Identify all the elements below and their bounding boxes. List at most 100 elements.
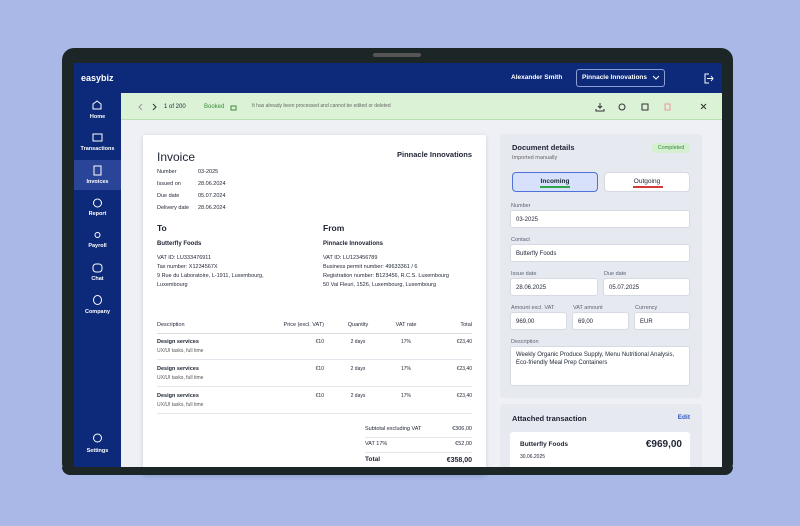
company-icon (93, 295, 102, 305)
sidebar (74, 93, 121, 467)
delete-icon[interactable] (664, 103, 671, 111)
tab-underline (633, 186, 663, 188)
field-input[interactable] (510, 244, 690, 262)
company-name: Pinnacle Innovations (582, 74, 648, 81)
party-line: Tax number: X1234567X (157, 264, 218, 270)
status: Booked (204, 104, 225, 110)
rule (365, 452, 472, 453)
total-label: Subtotal excluding VAT (365, 426, 422, 432)
payroll-icon (94, 232, 101, 238)
banner (121, 93, 722, 120)
report-icon (93, 198, 102, 208)
nav-item[interactable]: Report (88, 211, 107, 217)
invoice-company: Pinnacle Innovations (396, 150, 472, 159)
meta-label: Delivery date (157, 205, 190, 211)
party-heading: From (323, 223, 345, 233)
col-head: Quantity (347, 322, 369, 328)
rule (365, 437, 472, 438)
col-head: Description (157, 322, 185, 328)
party-line: VAT ID: LU333476911 (157, 255, 212, 261)
field-value: 05.07.2025 (609, 285, 640, 291)
rule (157, 413, 472, 414)
meta-value: 28.06.2024 (198, 181, 226, 187)
company-select[interactable] (576, 69, 665, 87)
row-title: Design services (157, 393, 199, 399)
total-value: €52,00 (455, 441, 472, 447)
field-label: Description (511, 339, 539, 345)
camera-bar (373, 53, 421, 57)
close-icon[interactable] (700, 103, 707, 110)
download-icon[interactable] (595, 103, 605, 112)
rule (157, 359, 472, 360)
tx-icon (92, 133, 103, 142)
row-sub: UX/UI tasks, full time (157, 402, 204, 408)
total-label: Total (365, 456, 381, 463)
row-total: €23,40 (456, 339, 472, 345)
inv-icon (93, 165, 102, 176)
row-total: €23,40 (456, 366, 472, 372)
user-name: Alexander Smith (511, 74, 563, 81)
nav-item[interactable]: Invoices (86, 179, 109, 185)
nav-item[interactable]: Home (89, 114, 106, 120)
next[interactable] (152, 103, 157, 111)
edit-link[interactable]: Edit (677, 414, 690, 421)
field-value: 03-2025 (516, 217, 539, 223)
field-label: Due date (604, 271, 627, 277)
party-line: VAT ID: LU123456789 (323, 255, 378, 261)
field-value: Butterfly Foods (516, 251, 557, 257)
logout-icon[interactable] (704, 73, 714, 84)
field-input[interactable] (603, 278, 690, 296)
meta-value: 03-2025 (198, 169, 219, 175)
row-vat: 17% (400, 393, 411, 399)
field-input[interactable] (510, 312, 567, 330)
total-label: VAT 17% (365, 441, 388, 447)
col-head: Total (460, 322, 472, 328)
nav-item[interactable]: Settings (86, 448, 109, 454)
total-value: €358,00 (446, 457, 472, 464)
counter: 1 of 200 (164, 104, 186, 110)
row-price: €10 (315, 339, 324, 345)
field-input[interactable] (510, 346, 690, 386)
field-label: Number (511, 203, 531, 209)
field-label: Amount excl. VAT (511, 305, 555, 311)
row-price: €10 (315, 366, 324, 372)
prev[interactable] (138, 103, 143, 111)
field-input[interactable] (572, 312, 629, 330)
field-input[interactable] (510, 278, 598, 296)
field-label: VAT amount (573, 305, 603, 311)
details-subtitle: Imported manually (512, 155, 558, 161)
row-vat: 17% (400, 339, 411, 345)
meta-value: 05.07.2024 (198, 193, 226, 199)
nav-item[interactable]: Chat (91, 276, 104, 282)
party-line: Registration number: B123456, R.C.S. Lux… (323, 273, 449, 279)
total-value: €306,00 (452, 426, 472, 432)
tab-incoming[interactable]: Incoming (512, 172, 598, 192)
field-input[interactable] (634, 312, 690, 330)
nav-item[interactable]: Payroll (88, 243, 107, 249)
details-title: Document details (512, 143, 575, 152)
invoice-title: Invoice (157, 150, 196, 164)
party-line: 9 Rue du Laboratoire, L-1911, Luxembourg… (157, 273, 264, 279)
col-head: Price (excl. VAT) (283, 322, 324, 328)
party-name: Butterfly Foods (157, 241, 202, 247)
badge: Completed (652, 143, 690, 153)
nav-item[interactable]: Transactions (80, 146, 115, 152)
nav-item[interactable]: Company (84, 309, 111, 315)
settings-icon (93, 433, 102, 443)
link-icon[interactable] (618, 103, 626, 111)
meta-label: Due date (157, 193, 180, 199)
rule (157, 333, 472, 334)
invoice-paper (143, 135, 486, 475)
tab-outgoing[interactable]: Outgoing (604, 172, 690, 192)
row-title: Design services (157, 339, 199, 345)
col-head: VAT rate (395, 322, 417, 328)
lock-icon (230, 105, 237, 111)
copy-icon[interactable] (641, 103, 649, 111)
attached-card[interactable] (510, 432, 690, 472)
brand: easybiz (81, 73, 114, 83)
field-input[interactable] (510, 210, 690, 228)
home-icon (92, 100, 102, 110)
rule (157, 386, 472, 387)
party-line: 50 Val Fleuri, 1526, Luxembourg, Luxembo… (323, 282, 437, 288)
